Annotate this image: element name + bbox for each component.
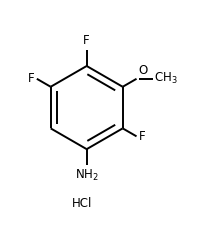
Text: F: F	[139, 130, 146, 143]
Text: CH$_3$: CH$_3$	[154, 71, 178, 86]
Text: F: F	[28, 72, 34, 85]
Text: O: O	[138, 64, 148, 77]
Text: F: F	[83, 35, 90, 48]
Text: NH$_2$: NH$_2$	[75, 168, 98, 183]
Text: HCl: HCl	[72, 197, 93, 210]
